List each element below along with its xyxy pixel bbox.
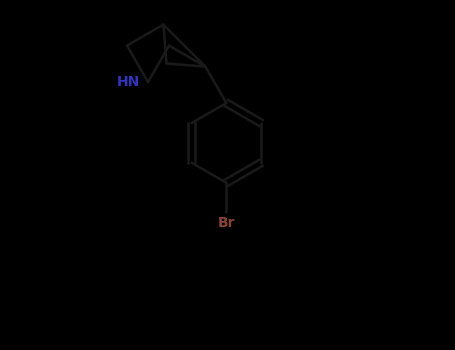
Text: Br: Br <box>217 216 235 230</box>
Text: HN: HN <box>117 75 140 89</box>
